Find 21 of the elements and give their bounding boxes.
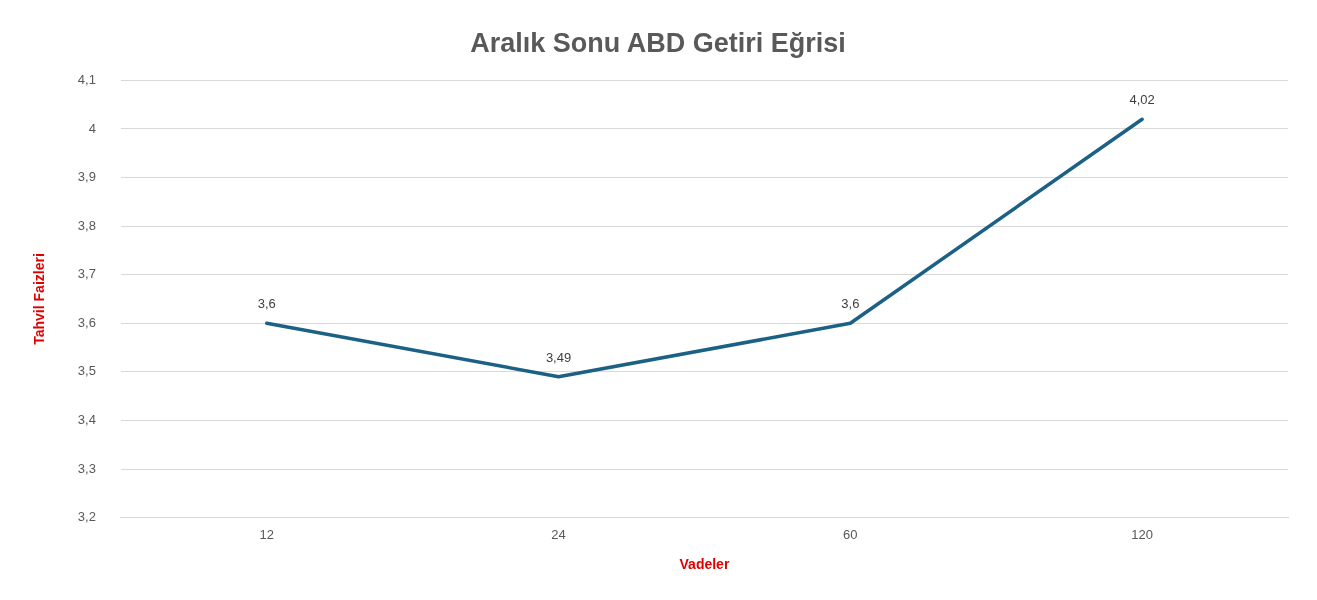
x-axis-title: Vadeler (679, 556, 730, 573)
y-tick-label: 4 (88, 120, 96, 136)
y-tick-label: 3,7 (77, 266, 96, 282)
y-tick-label: 3,3 (77, 460, 96, 476)
data-label: 3,6 (841, 296, 860, 312)
x-tick-label: 12 (259, 526, 274, 542)
x-tick-label: 60 (843, 526, 858, 542)
y-axis-title: Tahvil Faizleri (31, 253, 48, 345)
data-label: 4,02 (1129, 92, 1155, 108)
y-tick-label: 3,5 (77, 363, 96, 379)
y-tick-label: 3,8 (77, 217, 96, 233)
y-tick-label: 3,4 (77, 412, 96, 428)
chart-title: Aralık Sonu ABD Getiri Eğrisi (470, 27, 846, 58)
x-tick-label: 120 (1131, 526, 1153, 542)
y-tick-label: 4,1 (77, 71, 96, 87)
data-label: 3,6 (257, 296, 276, 312)
y-tick-label: 3,9 (77, 169, 96, 185)
data-label: 3,49 (545, 349, 572, 365)
x-tick-label: 24 (551, 526, 566, 542)
y-tick-label: 3,6 (77, 314, 96, 330)
y-tick-label: 3,2 (77, 509, 96, 525)
